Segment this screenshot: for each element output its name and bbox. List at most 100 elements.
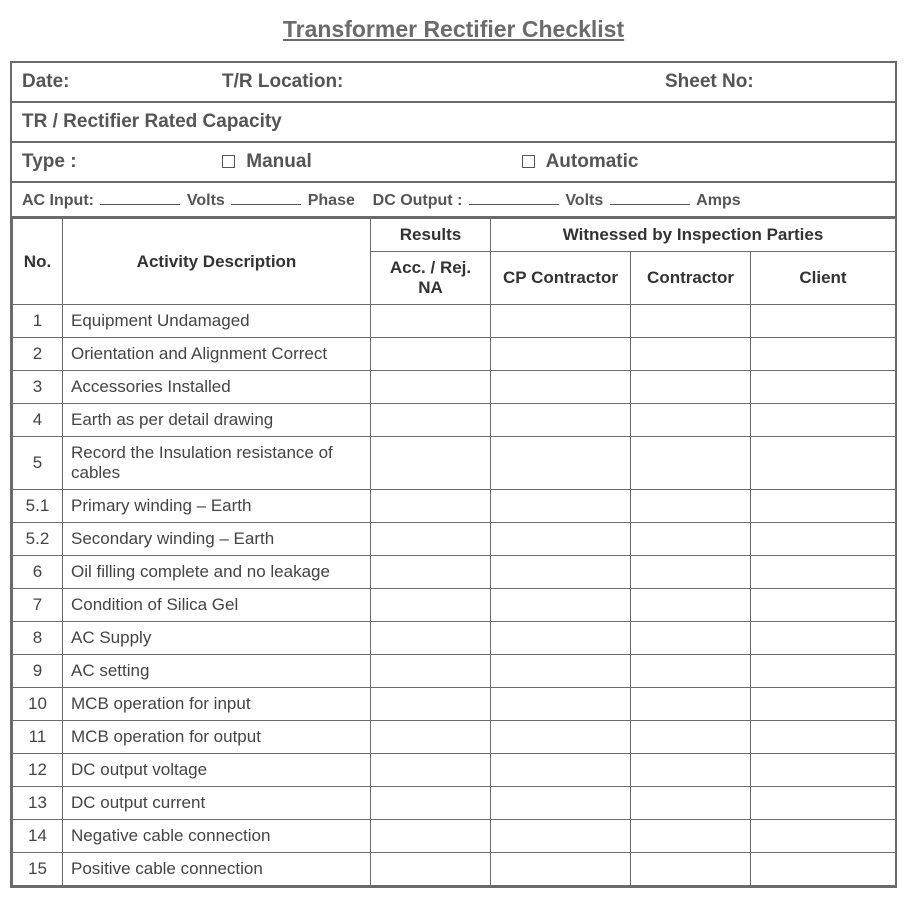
- dc-amps-blank[interactable]: [610, 189, 690, 205]
- blank-cell[interactable]: [751, 404, 896, 437]
- blank-cell[interactable]: [751, 787, 896, 820]
- blank-cell[interactable]: [371, 622, 491, 655]
- col-cpcontractor-header: CP Contractor: [491, 252, 631, 305]
- blank-cell[interactable]: [371, 556, 491, 589]
- blank-cell[interactable]: [491, 404, 631, 437]
- col-contractor-header: Contractor: [631, 252, 751, 305]
- amps-label: Amps: [696, 192, 740, 210]
- table-row: 5.1Primary winding – Earth: [13, 490, 896, 523]
- blank-cell[interactable]: [751, 721, 896, 754]
- row-no: 5.2: [13, 523, 63, 556]
- blank-cell[interactable]: [631, 622, 751, 655]
- blank-cell[interactable]: [751, 305, 896, 338]
- blank-cell[interactable]: [751, 655, 896, 688]
- row-no: 10: [13, 688, 63, 721]
- blank-cell[interactable]: [631, 853, 751, 886]
- blank-cell[interactable]: [631, 305, 751, 338]
- blank-cell[interactable]: [751, 622, 896, 655]
- tr-location-label: T/R Location:: [222, 71, 343, 92]
- blank-cell[interactable]: [371, 305, 491, 338]
- blank-cell[interactable]: [371, 754, 491, 787]
- type-label: Type :: [22, 151, 77, 172]
- blank-cell[interactable]: [491, 523, 631, 556]
- blank-cell[interactable]: [371, 490, 491, 523]
- phase-label: Phase: [308, 192, 355, 210]
- blank-cell[interactable]: [491, 490, 631, 523]
- blank-cell[interactable]: [631, 556, 751, 589]
- row-desc: Equipment Undamaged: [63, 305, 371, 338]
- table-row: 8AC Supply: [13, 622, 896, 655]
- ac-input-label: AC Input:: [22, 192, 94, 210]
- row-desc: Orientation and Alignment Correct: [63, 338, 371, 371]
- blank-cell[interactable]: [491, 338, 631, 371]
- blank-cell[interactable]: [631, 523, 751, 556]
- blank-cell[interactable]: [491, 622, 631, 655]
- table-row: 12DC output voltage: [13, 754, 896, 787]
- blank-cell[interactable]: [371, 853, 491, 886]
- blank-cell[interactable]: [371, 338, 491, 371]
- blank-cell[interactable]: [491, 437, 631, 490]
- blank-cell[interactable]: [751, 853, 896, 886]
- blank-cell[interactable]: [631, 787, 751, 820]
- dc-volts-blank[interactable]: [469, 189, 559, 205]
- blank-cell[interactable]: [371, 787, 491, 820]
- blank-cell[interactable]: [631, 338, 751, 371]
- col-activity-header: Activity Description: [63, 219, 371, 305]
- row-desc: Secondary winding – Earth: [63, 523, 371, 556]
- blank-cell[interactable]: [631, 721, 751, 754]
- blank-cell[interactable]: [371, 820, 491, 853]
- blank-cell[interactable]: [491, 371, 631, 404]
- blank-cell[interactable]: [491, 655, 631, 688]
- blank-cell[interactable]: [631, 490, 751, 523]
- blank-cell[interactable]: [631, 371, 751, 404]
- table-row: 5Record the Insulation resistance of cab…: [13, 437, 896, 490]
- col-client-header: Client: [751, 252, 896, 305]
- blank-cell[interactable]: [491, 787, 631, 820]
- blank-cell[interactable]: [751, 589, 896, 622]
- ac-phase-blank[interactable]: [231, 189, 301, 205]
- blank-cell[interactable]: [751, 371, 896, 404]
- blank-cell[interactable]: [631, 820, 751, 853]
- blank-cell[interactable]: [491, 589, 631, 622]
- col-witnessed-header: Witnessed by Inspection Parties: [491, 219, 896, 252]
- blank-cell[interactable]: [371, 688, 491, 721]
- automatic-checkbox[interactable]: [522, 155, 535, 168]
- blank-cell[interactable]: [371, 523, 491, 556]
- col-results-header: Results: [371, 219, 491, 252]
- blank-cell[interactable]: [371, 589, 491, 622]
- blank-cell[interactable]: [631, 688, 751, 721]
- blank-cell[interactable]: [371, 437, 491, 490]
- blank-cell[interactable]: [371, 721, 491, 754]
- row-desc: AC setting: [63, 655, 371, 688]
- blank-cell[interactable]: [631, 589, 751, 622]
- row-no: 9: [13, 655, 63, 688]
- blank-cell[interactable]: [371, 371, 491, 404]
- blank-cell[interactable]: [491, 721, 631, 754]
- blank-cell[interactable]: [491, 305, 631, 338]
- blank-cell[interactable]: [751, 490, 896, 523]
- blank-cell[interactable]: [491, 556, 631, 589]
- blank-cell[interactable]: [751, 338, 896, 371]
- blank-cell[interactable]: [631, 404, 751, 437]
- ac-volts-blank[interactable]: [100, 189, 180, 205]
- blank-cell[interactable]: [751, 437, 896, 490]
- blank-cell[interactable]: [751, 754, 896, 787]
- blank-cell[interactable]: [371, 404, 491, 437]
- blank-cell[interactable]: [751, 688, 896, 721]
- blank-cell[interactable]: [751, 556, 896, 589]
- table-row: 3Accessories Installed: [13, 371, 896, 404]
- blank-cell[interactable]: [371, 655, 491, 688]
- blank-cell[interactable]: [491, 688, 631, 721]
- blank-cell[interactable]: [631, 655, 751, 688]
- manual-checkbox[interactable]: [222, 155, 235, 168]
- blank-cell[interactable]: [751, 820, 896, 853]
- blank-cell[interactable]: [631, 437, 751, 490]
- header-row-1: Date: T/R Location: Sheet No:: [12, 63, 895, 103]
- blank-cell[interactable]: [491, 820, 631, 853]
- row-no: 4: [13, 404, 63, 437]
- blank-cell[interactable]: [751, 523, 896, 556]
- blank-cell[interactable]: [491, 754, 631, 787]
- blank-cell[interactable]: [631, 754, 751, 787]
- blank-cell[interactable]: [491, 853, 631, 886]
- table-row: 10MCB operation for input: [13, 688, 896, 721]
